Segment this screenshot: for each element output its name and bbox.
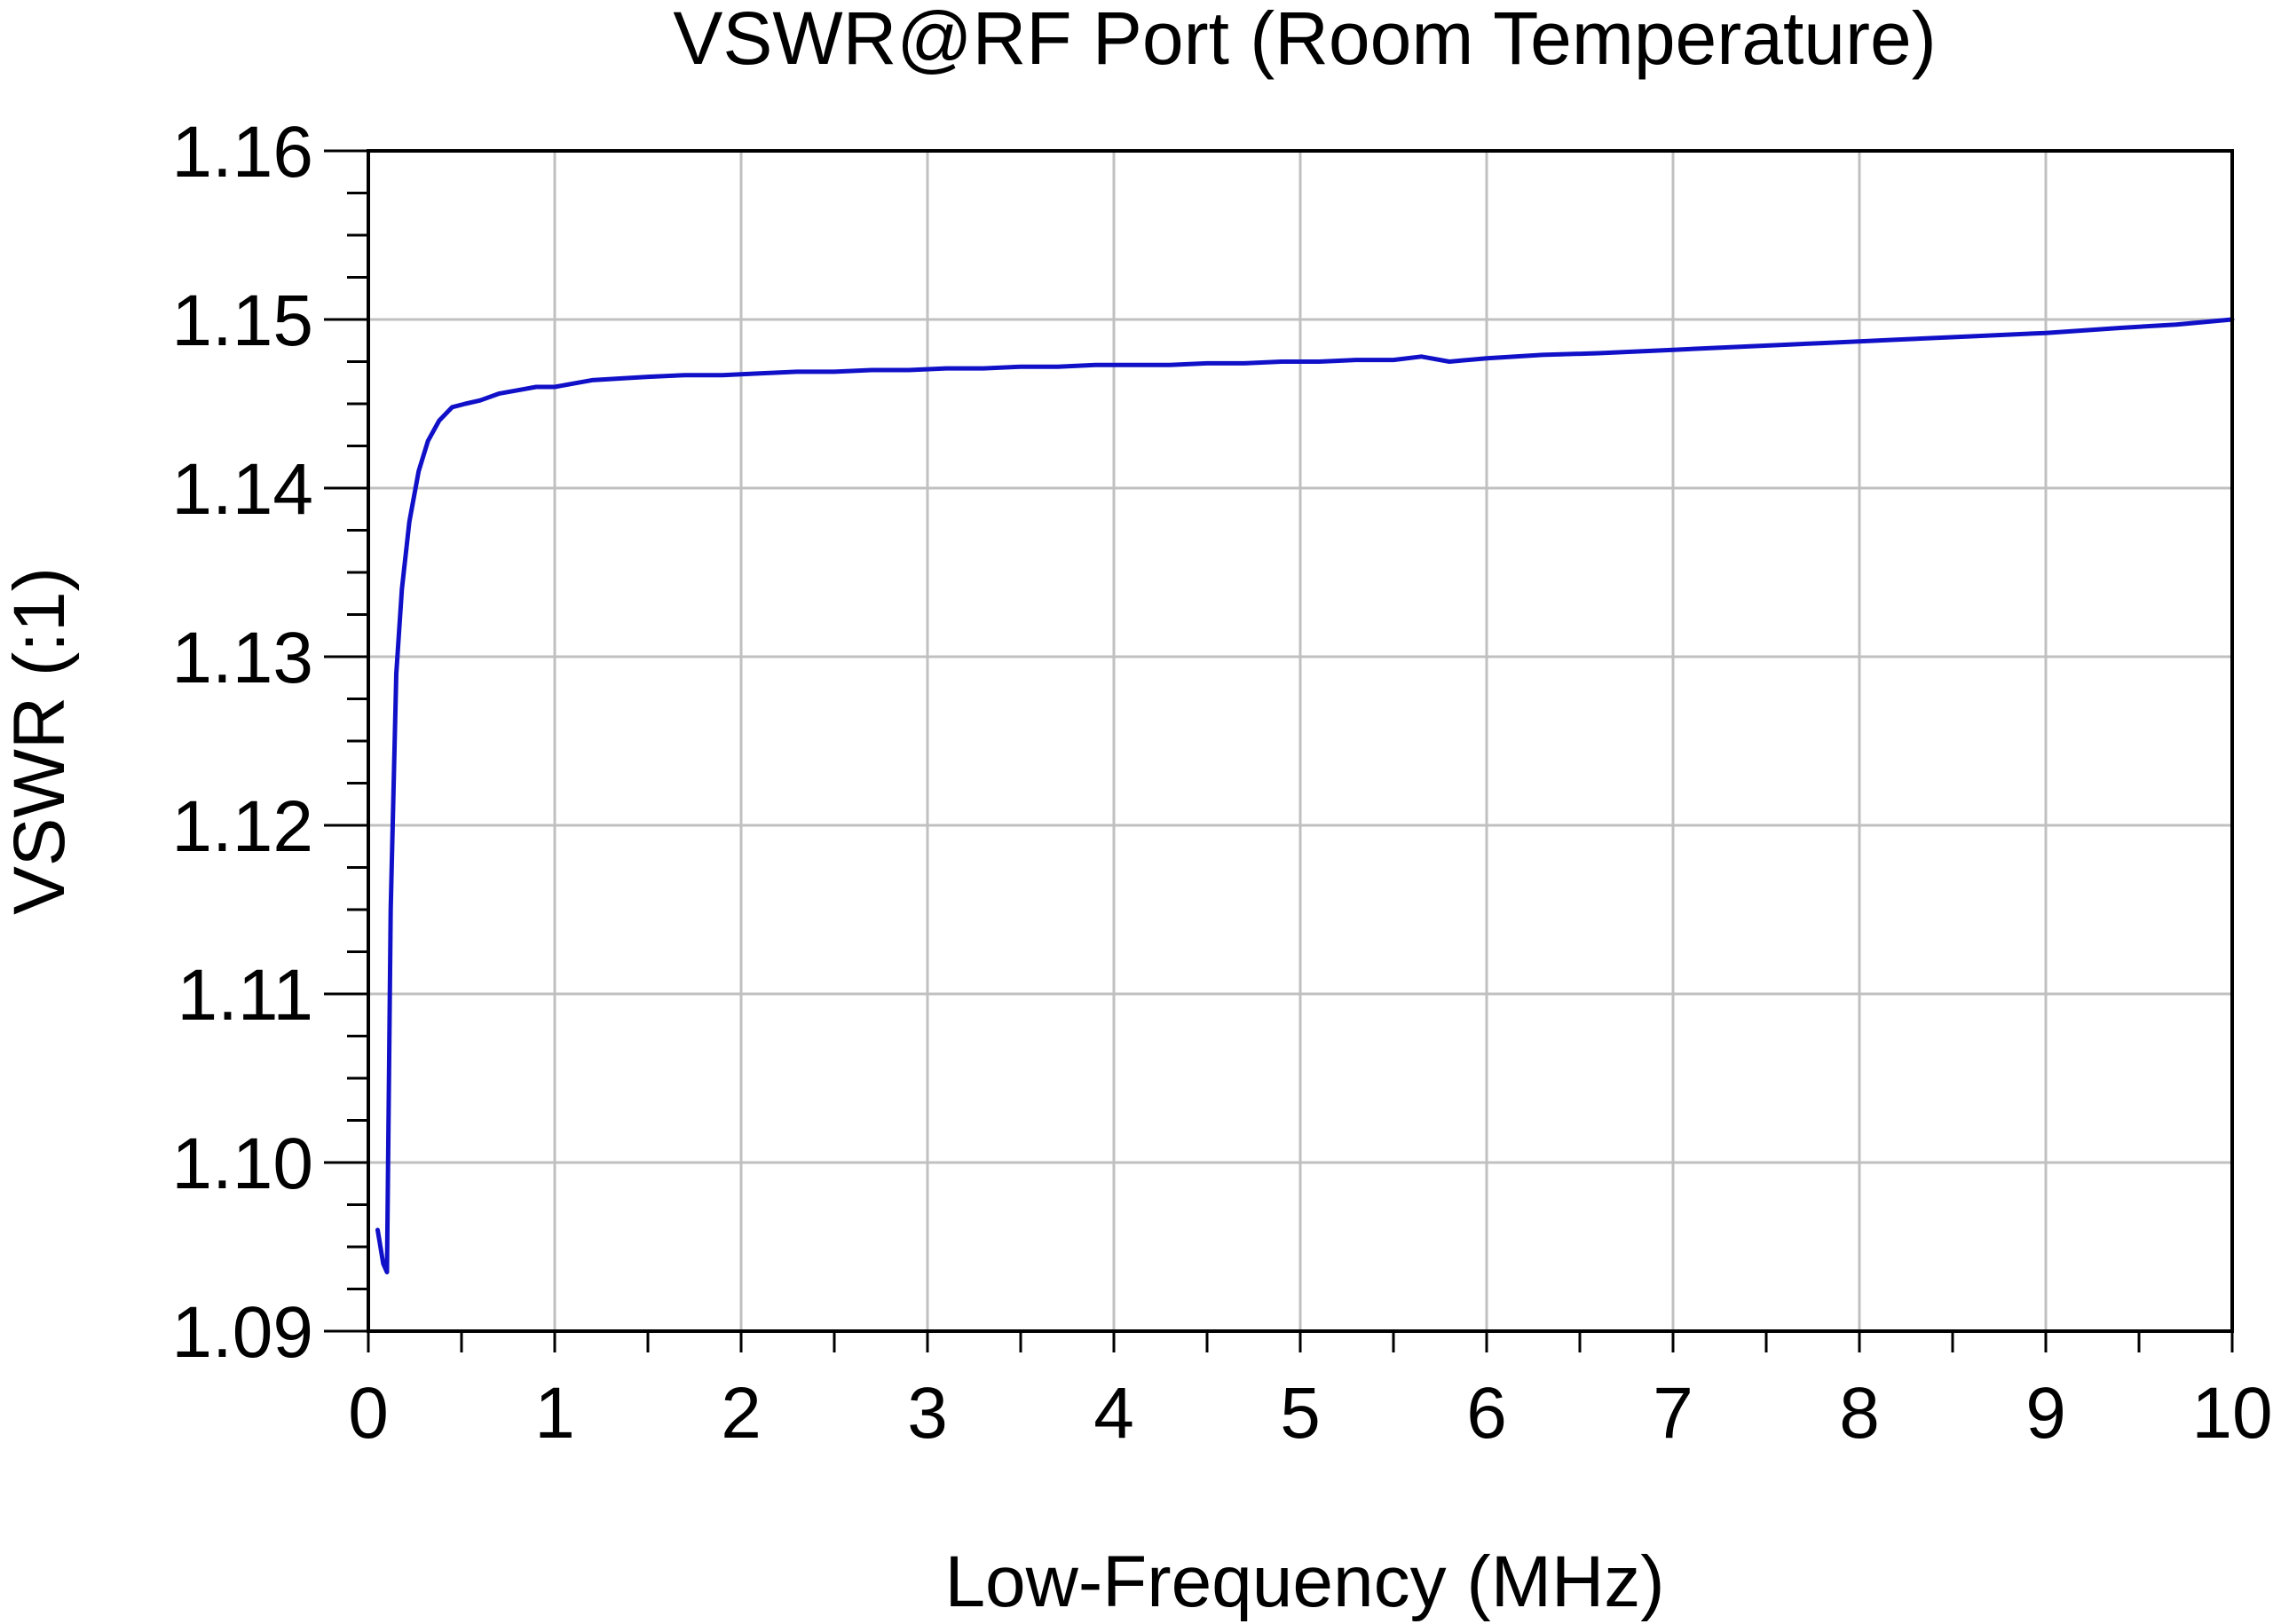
y-tick-label: 1.14	[171, 449, 313, 530]
x-tick-label: 9	[2025, 1373, 2066, 1454]
x-tick-label: 0	[348, 1373, 389, 1454]
vswr-series-line	[375, 317, 2235, 1274]
plot-frame	[367, 149, 2234, 1333]
y-axis-label: VSWR (:1)	[0, 567, 80, 915]
tick-layer	[324, 149, 2234, 1352]
series-layer	[375, 317, 2235, 1274]
grid-layer	[367, 149, 2234, 1333]
x-tick-label: 6	[1466, 1373, 1507, 1454]
y-tick-label: 1.15	[171, 280, 313, 361]
x-axis-label: Low-Frequency (MHz)	[944, 1541, 1664, 1622]
y-tick-label: 1.10	[171, 1123, 313, 1204]
x-tick-label: 8	[1839, 1373, 1880, 1454]
x-tick-label: 1	[534, 1373, 575, 1454]
y-tick-label: 1.16	[171, 112, 313, 193]
x-tick-label: 2	[721, 1373, 762, 1454]
x-tick-label: 4	[1093, 1373, 1134, 1454]
x-tick-label: 10	[2191, 1373, 2272, 1454]
y-tick-label: 1.12	[171, 786, 313, 867]
x-tick-label: 3	[907, 1373, 948, 1454]
chart-title: VSWR@RF Port (Room Temperature)	[673, 0, 1936, 80]
x-tick-label: 7	[1653, 1373, 1693, 1454]
x-tick-label: 5	[1280, 1373, 1321, 1454]
y-tick-label: 1.11	[177, 955, 313, 1036]
tick-label-layer: 0 1 2 3 4 5 6 7 8 9 10 1.09 1.10 1.11 1.12 1.13 1.14 1.15…	[171, 112, 2272, 1454]
y-tick-label: 1.09	[171, 1292, 313, 1373]
y-tick-label: 1.13	[171, 618, 313, 698]
